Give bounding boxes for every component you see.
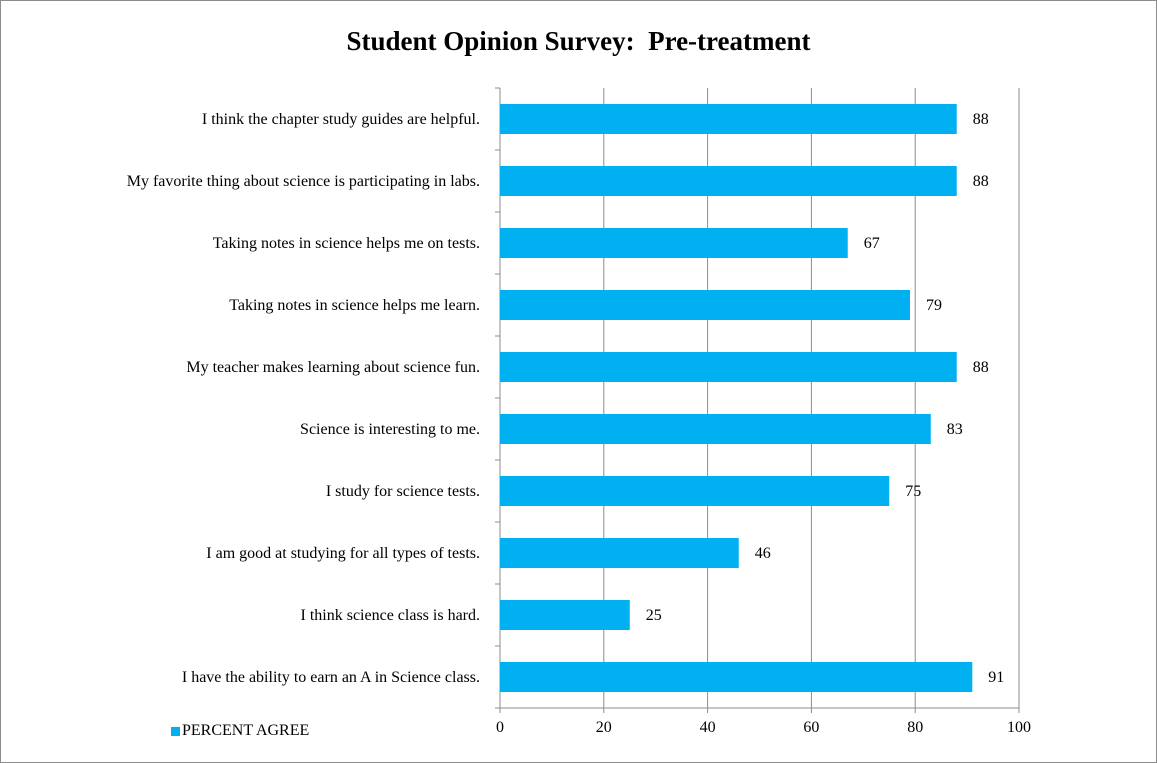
bar-5	[500, 352, 957, 382]
category-label-7: I study for science tests.	[326, 483, 480, 500]
category-label-10: I have the ability to earn an A in Scien…	[182, 669, 480, 686]
data-label-9: 25	[646, 607, 662, 624]
bar-9	[500, 600, 630, 630]
category-label-5: My teacher makes learning about science …	[186, 359, 480, 376]
x-tick-label-0: 0	[496, 719, 504, 736]
bar-2	[500, 166, 957, 196]
bar-4	[500, 290, 911, 320]
data-label-3: 67	[864, 235, 880, 252]
category-label-9: I think science class is hard.	[301, 607, 481, 624]
x-tick-label-60: 60	[803, 719, 819, 736]
data-label-4: 79	[926, 297, 942, 314]
category-label-1: I think the chapter study guides are hel…	[202, 111, 480, 128]
bar-6	[500, 414, 931, 444]
bar-8	[500, 538, 739, 568]
data-label-5: 88	[973, 359, 989, 376]
bar-7	[500, 476, 890, 506]
category-label-4: Taking notes in science helps me learn.	[229, 297, 480, 314]
category-label-2: My favorite thing about science is parti…	[127, 173, 480, 190]
category-label-3: Taking notes in science helps me on test…	[213, 235, 480, 252]
x-tick-label-20: 20	[596, 719, 612, 736]
category-label-6: Science is interesting to me.	[300, 421, 480, 438]
category-label-8: I am good at studying for all types of t…	[206, 545, 480, 562]
bar-3	[500, 228, 848, 258]
bar-10	[500, 662, 973, 692]
legend: PERCENT AGREE	[171, 722, 309, 740]
x-tick-label-40: 40	[700, 719, 716, 736]
data-label-2: 88	[973, 173, 989, 190]
data-label-6: 83	[947, 421, 963, 438]
chart-title: Student Opinion Survey: Pre-treatment	[346, 26, 811, 56]
legend-label: PERCENT AGREE	[182, 722, 310, 739]
legend-swatch	[171, 726, 180, 736]
data-label-7: 75	[905, 483, 921, 500]
x-tick-label-100: 100	[1007, 719, 1031, 736]
data-label-1: 88	[973, 111, 989, 128]
bar-1	[500, 104, 957, 134]
data-label-10: 91	[988, 669, 1004, 686]
data-label-8: 46	[755, 545, 771, 562]
x-tick-label-80: 80	[907, 719, 923, 736]
